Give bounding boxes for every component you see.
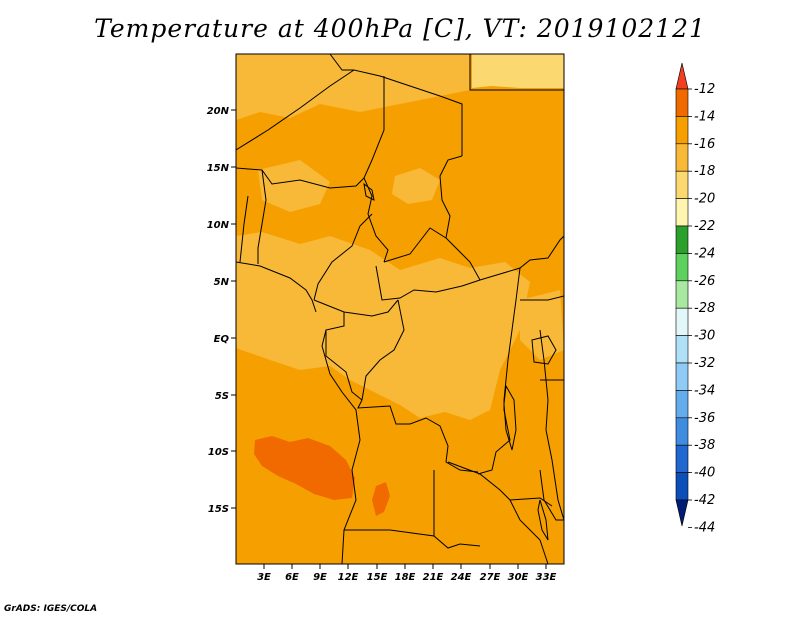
- lon-label: 18E: [395, 572, 416, 583]
- field-coolest-northeast: [472, 54, 564, 88]
- lon-label: 33E: [536, 572, 557, 583]
- border-drc-east: [477, 409, 511, 475]
- coastline-west: [321, 329, 361, 564]
- colorbar-label: -34: [694, 383, 715, 398]
- border-malawi: [539, 469, 564, 521]
- lon-label: 30E: [508, 572, 529, 583]
- coastline-guinea-gulf: [236, 261, 317, 313]
- lat-label: 10N: [207, 220, 230, 231]
- lon-label: 27E: [480, 572, 501, 583]
- border-sudan-south: [479, 235, 564, 281]
- colorbar-label: -44: [694, 520, 715, 535]
- colorbar-label: -18: [694, 164, 715, 179]
- lon-labels: 3E 6E 9E 12E 15E 18E 21E 24E 27E 30E 33E: [257, 572, 556, 583]
- colorbar-swatch: [675, 362, 689, 391]
- border-angola-south: [344, 529, 481, 549]
- border-chad-sudan: [439, 155, 481, 281]
- lat-label: EQ: [214, 334, 230, 345]
- field-cool-north: [236, 54, 470, 120]
- border-zambia: [447, 461, 553, 507]
- colorbar-label: -42: [694, 493, 715, 508]
- lake-malawi: [537, 499, 549, 541]
- border-niger-libya: [236, 69, 463, 156]
- colorbar-swatch: [675, 472, 689, 501]
- lon-axis: [263, 564, 547, 569]
- lat-labels: 20N 15N 10N 5N EQ 5S 10S 15S: [207, 106, 230, 515]
- colorbar-swatch: [675, 307, 689, 336]
- colorbar-label: -22: [694, 219, 715, 234]
- border-algeria-mali: [329, 54, 354, 71]
- field-cool-patch-a: [258, 160, 330, 212]
- lon-label: 6E: [285, 572, 299, 583]
- colorbar-swatch: [675, 335, 689, 364]
- lon-label: 15E: [367, 572, 388, 583]
- lon-label: 9E: [313, 572, 327, 583]
- field-hot-southwest: [254, 436, 355, 500]
- lon-label: 12E: [338, 572, 359, 583]
- colorbar-arrow-bottom: [675, 499, 689, 527]
- lake-chad: [363, 182, 375, 201]
- colorbar-label: -26: [694, 274, 715, 289]
- colorbar-swatch: [675, 143, 689, 172]
- colorbar-label: -38: [694, 438, 715, 453]
- lat-label: 15S: [208, 504, 229, 515]
- border-mozambique: [509, 499, 549, 564]
- colorbar-swatch: [675, 225, 689, 254]
- lat-axis: [231, 109, 236, 509]
- lake-tanganyika: [503, 384, 517, 451]
- colorbar-label: -28: [694, 301, 715, 316]
- colorbar-swatch: [675, 253, 689, 282]
- border-libya-egypt-line: [469, 54, 564, 91]
- colorbar-swatch: [675, 444, 689, 473]
- lat-label: 15N: [207, 163, 230, 174]
- border-benin: [257, 169, 267, 264]
- colorbar-swatch: [675, 170, 689, 199]
- lon-label: 21E: [423, 572, 444, 583]
- border-chad-west: [363, 76, 389, 263]
- colorbar-label: -16: [694, 137, 715, 152]
- colorbar-swatch: [675, 280, 689, 309]
- lon-label: 3E: [257, 572, 271, 583]
- field-cool-central: [236, 232, 530, 420]
- border-cameroon-south: [313, 299, 399, 317]
- border-gabon-congo: [325, 312, 363, 401]
- colorbar-swatch: [675, 116, 689, 145]
- lat-label: 5N: [214, 277, 230, 288]
- colorbar-label: -14: [694, 109, 715, 124]
- border-kenya-uganda: [539, 329, 564, 521]
- lat-label: 20N: [207, 106, 230, 117]
- colorbar: -12 -14 -16 -18 -20 -22 -24 -26 -28 -30 -32 -34 -36 -…: [675, 62, 715, 535]
- colorbar-swatch: [675, 88, 689, 117]
- colorbar-label: -40: [694, 466, 715, 481]
- field-cool-patch-b: [392, 168, 440, 204]
- colorbar-label: -24: [694, 246, 715, 261]
- colorbar-label: -30: [694, 329, 715, 344]
- country-borders: [236, 54, 564, 564]
- border-car-south: [375, 265, 481, 301]
- lon-label: 24E: [451, 572, 472, 583]
- field-hot-patch: [372, 482, 390, 516]
- border-congo-drc: [361, 299, 405, 401]
- lat-label: 10S: [208, 447, 229, 458]
- border-togo: [239, 195, 249, 263]
- credit-text: GrADS: IGES/COLA: [4, 604, 98, 614]
- colorbar-label: -36: [694, 411, 715, 426]
- colorbar-swatch: [675, 198, 689, 227]
- border-car-north: [383, 227, 447, 263]
- map-frame: [235, 53, 565, 565]
- lake-victoria: [531, 335, 557, 365]
- map-title: Temperature at 400hPa [C], VT: 201910212…: [94, 14, 706, 43]
- colorbar-label: -20: [694, 192, 715, 207]
- border-uganda-north: [520, 295, 564, 301]
- field-cool-patch-c: [520, 290, 564, 360]
- colorbar-swatch: [675, 417, 689, 446]
- border-nigeria-cameroon: [313, 213, 373, 301]
- colorbar-label: -32: [694, 356, 715, 371]
- colorbar-arrow-top: [675, 62, 689, 90]
- border-drc-angola: [357, 399, 479, 473]
- colorbar-swatch: [675, 390, 689, 419]
- lat-label: 5S: [215, 391, 229, 402]
- colorbar-label: -12: [694, 82, 715, 97]
